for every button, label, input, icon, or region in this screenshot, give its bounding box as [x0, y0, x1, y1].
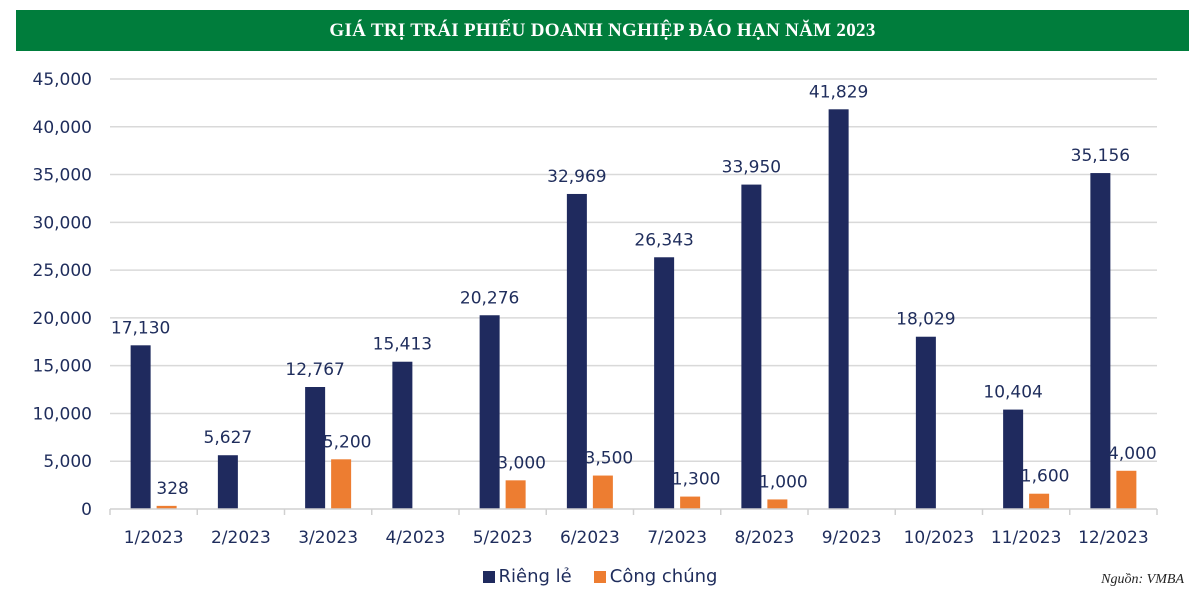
data-label-rieng-le: 33,950 — [722, 158, 781, 178]
data-label-rieng-le: 18,029 — [896, 310, 955, 330]
data-label-cong-chung: 1,600 — [1021, 467, 1070, 487]
bar-cong-chung — [156, 505, 177, 509]
bar-cong-chung — [592, 475, 613, 509]
x-tick-label: 1/2023 — [124, 528, 184, 548]
legend-swatch-rieng-le — [482, 570, 495, 583]
y-tick-label: 10,000 — [33, 404, 92, 424]
y-tick-label: 0 — [81, 500, 92, 520]
bar-cong-chung — [767, 499, 788, 509]
y-tick-label: 20,000 — [33, 309, 92, 329]
x-tick-label: 3/2023 — [298, 528, 358, 548]
legend: Riêng lẻ Công chúng — [0, 566, 1200, 587]
data-label-cong-chung: 5,200 — [323, 432, 372, 452]
x-tick-label: 7/2023 — [647, 528, 707, 548]
data-label-rieng-le: 5,627 — [204, 428, 253, 448]
bar-rieng-le — [915, 336, 936, 509]
bar-cong-chung — [680, 496, 701, 509]
data-label-cong-chung: 3,000 — [497, 453, 546, 473]
bar-cong-chung — [1029, 493, 1050, 509]
data-labels: 17,130 5,627 12,767 15,413 20,276 32,969 26,34… — [111, 82, 1157, 499]
bar-rieng-le — [1090, 173, 1111, 510]
data-label-rieng-le: 32,969 — [547, 167, 606, 187]
bar-cong-chung — [331, 459, 352, 509]
data-label-cong-chung: 3,500 — [585, 449, 634, 469]
bar-rieng-le — [566, 193, 587, 509]
x-tick-label: 5/2023 — [473, 528, 533, 548]
x-tick-label: 10/2023 — [904, 528, 975, 548]
data-label-cong-chung: 4,000 — [1108, 444, 1157, 464]
x-tick-label: 9/2023 — [822, 528, 882, 548]
data-label-rieng-le: 41,829 — [809, 82, 868, 102]
y-tick-label: 45,000 — [33, 70, 92, 90]
bars — [130, 109, 1137, 510]
bar-cong-chung — [1116, 470, 1137, 509]
y-tick-label: 25,000 — [33, 261, 92, 281]
x-tick-label: 8/2023 — [734, 528, 794, 548]
data-label-rieng-le: 17,130 — [111, 318, 170, 338]
data-label-rieng-le: 10,404 — [983, 383, 1042, 403]
legend-label-cong-chung: Công chúng — [609, 566, 718, 587]
y-tick-label: 40,000 — [33, 118, 92, 138]
legend-item-cong-chung: Công chúng — [593, 566, 718, 587]
gridlines — [110, 78, 1157, 462]
y-axis-ticks: 0 5,000 10,000 15,000 20,000 25,000 30,000 35,0… — [33, 70, 92, 520]
data-label-rieng-le: 12,767 — [285, 360, 344, 380]
bar-rieng-le — [479, 315, 500, 509]
y-tick-label: 15,000 — [33, 357, 92, 377]
y-tick-label: 5,000 — [43, 452, 92, 472]
x-tick-label: 2/2023 — [211, 528, 271, 548]
chart-title-bar: GIÁ TRỊ TRÁI PHIẾU DOANH NGHIỆP ĐÁO HẠN … — [16, 10, 1189, 51]
bar-cong-chung — [505, 480, 526, 509]
data-label-rieng-le: 35,156 — [1071, 146, 1130, 166]
bar-rieng-le — [654, 257, 675, 509]
y-tick-label: 35,000 — [33, 166, 92, 186]
bar-rieng-le — [305, 387, 326, 509]
bar-rieng-le — [130, 345, 151, 509]
bar-rieng-le — [741, 184, 762, 510]
bar-rieng-le — [392, 361, 413, 509]
data-label-cong-chung: 1,000 — [759, 472, 808, 492]
chart-title: GIÁ TRỊ TRÁI PHIẾU DOANH NGHIỆP ĐÁO HẠN … — [329, 19, 876, 41]
bar-rieng-le — [1003, 409, 1024, 509]
x-tick-label: 11/2023 — [991, 528, 1062, 548]
data-label-rieng-le: 15,413 — [373, 335, 432, 355]
x-tick-label: 4/2023 — [385, 528, 445, 548]
data-label-cong-chung: 328 — [156, 479, 188, 499]
data-label-rieng-le: 20,276 — [460, 288, 519, 308]
x-tick-label: 6/2023 — [560, 528, 620, 548]
x-tick-label: 12/2023 — [1078, 528, 1149, 548]
legend-item-rieng-le: Riêng lẻ — [482, 566, 572, 587]
data-label-cong-chung: 1,300 — [672, 470, 721, 490]
data-label-rieng-le: 26,343 — [634, 230, 693, 250]
y-tick-label: 30,000 — [33, 213, 92, 233]
bar-rieng-le — [828, 109, 849, 510]
bar-rieng-le — [217, 455, 238, 509]
source-note: Nguồn: VMBA — [1101, 572, 1184, 587]
legend-label-rieng-le: Riêng lẻ — [498, 566, 572, 587]
legend-swatch-cong-chung — [593, 570, 606, 583]
x-axis: 1/2023 2/2023 3/2023 4/2023 5/2023 6/2023 7/20… — [109, 508, 1158, 548]
